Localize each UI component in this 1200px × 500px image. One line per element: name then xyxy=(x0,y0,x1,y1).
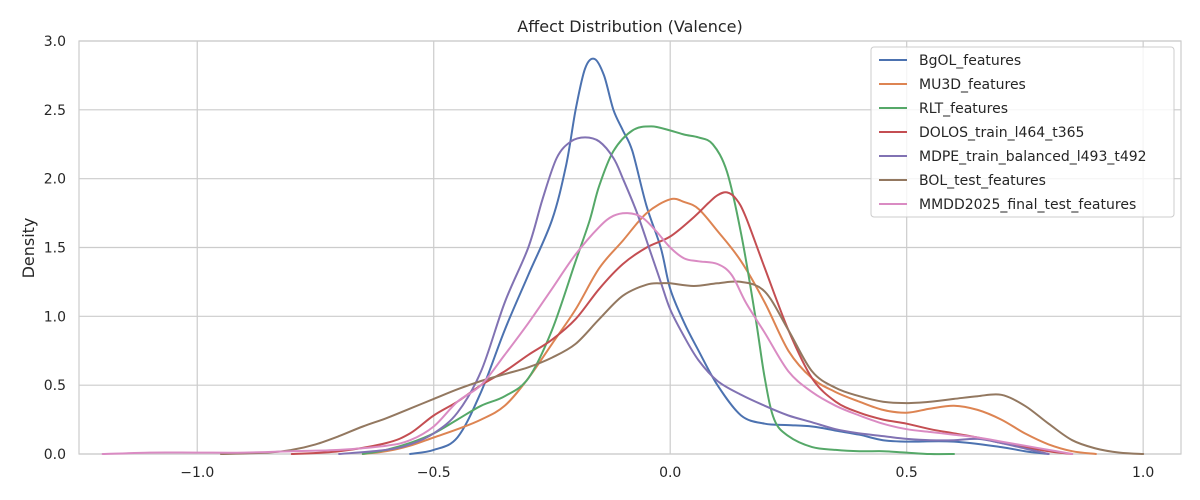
series-lines xyxy=(101,57,1145,456)
legend-label-rlt-features: RLT_features xyxy=(919,101,1008,117)
y-tick-label: 3.0 xyxy=(44,34,66,50)
x-tick-label: 0.0 xyxy=(659,465,681,481)
x-tick-label: −1.0 xyxy=(180,465,214,481)
legend-label-mdpe-train-balanced-l493-t492: MDPE_train_balanced_l493_t492 xyxy=(919,149,1147,165)
y-tick-label: 2.0 xyxy=(44,172,66,188)
legend-frame xyxy=(870,46,1175,218)
series-line-bgol-features xyxy=(409,57,1050,455)
x-tick-label: −0.5 xyxy=(417,465,451,481)
legend-label-bgol-features: BgOL_features xyxy=(919,53,1021,69)
y-tick-label: 0.5 xyxy=(44,378,66,394)
legend-label-mu3d-features: MU3D_features xyxy=(919,77,1026,93)
y-tick-label: 1.5 xyxy=(44,241,66,257)
legend-label-bol-test-features: BOL_test_features xyxy=(919,173,1046,189)
series-line-rlt-features xyxy=(361,125,955,456)
legend-label-dolos-train-l464-t365: DOLOS_train_l464_t365 xyxy=(919,125,1084,141)
legend-label-mmdd2025-final-test-features: MMDD2025_final_test_features xyxy=(919,197,1136,213)
y-tick-label: 0.0 xyxy=(44,447,66,463)
chart-title: Affect Distribution (Valence) xyxy=(517,17,742,36)
series-line-mmdd2025-final-test-features xyxy=(101,212,1074,455)
series-line-bol-test-features xyxy=(219,280,1145,455)
x-tick-label: 1.0 xyxy=(1132,465,1154,481)
series-line-mu3d-features xyxy=(361,197,1097,455)
legend: BgOL_features MU3D_features RLT_features DO… xyxy=(870,46,1175,218)
y-tick-label: 2.5 xyxy=(44,103,66,119)
axis-ticks: −1.0 −0.5 0.0 0.5 1.0 0.0 0.5 1.0 1.5 2.0 2.5 3.0 xyxy=(44,34,1155,481)
y-tick-label: 1.0 xyxy=(44,309,66,325)
x-tick-label: 0.5 xyxy=(896,465,918,481)
y-axis-label: Density xyxy=(19,218,38,279)
series-line-mdpe-train-balanced-l493-t492 xyxy=(338,136,1050,455)
